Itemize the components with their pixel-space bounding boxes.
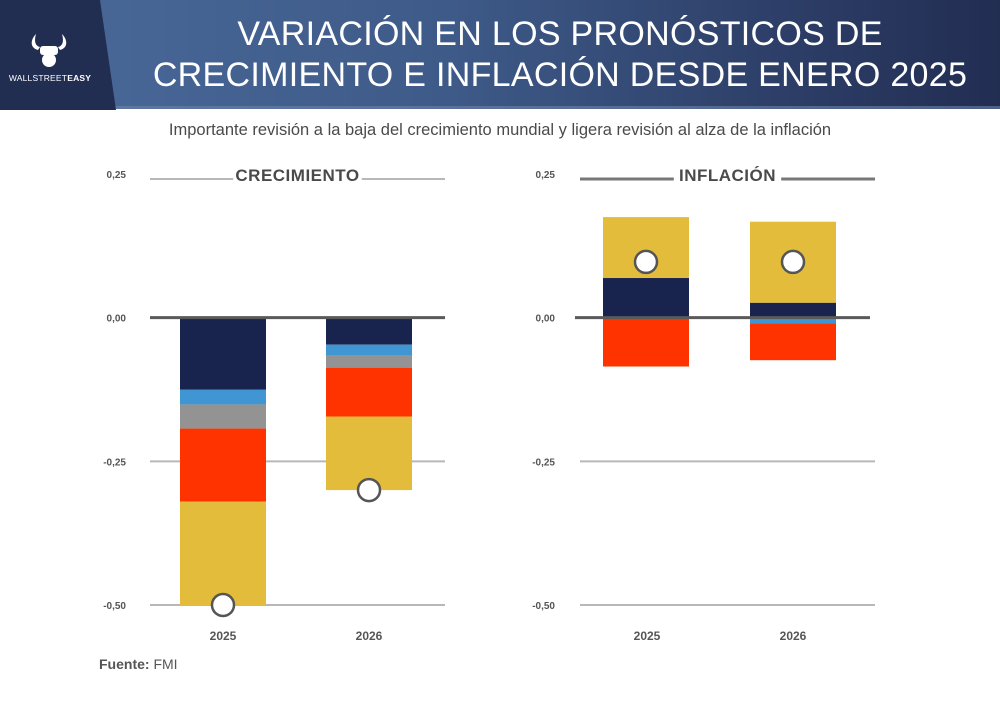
bar-segment-navy-segment-2026 bbox=[750, 302, 836, 318]
bar-segment-red-segment-2025 bbox=[603, 317, 689, 367]
bar-segment-blue-segment-2026 bbox=[326, 344, 412, 356]
bar-segment-yellow-segment-2026 bbox=[326, 416, 412, 491]
y-tick-label: 0,00 bbox=[536, 314, 556, 325]
y-tick-label: -0,50 bbox=[532, 601, 555, 612]
y-tick-label: 0,00 bbox=[107, 314, 127, 325]
x-tick-label: 2026 bbox=[780, 629, 807, 643]
y-tick-label: -0,25 bbox=[103, 457, 126, 468]
total-marker-2025 bbox=[633, 249, 659, 275]
logo-text: WALLSTREETEASY bbox=[0, 73, 100, 83]
chart-inflacion: 0,25 0,00 -0,25 -0,50 INFLACIÓN 2025 2026 bbox=[532, 166, 875, 643]
bar-segment-yellow-segment-2025 bbox=[180, 501, 266, 605]
bar-segment-navy-segment-2025 bbox=[603, 278, 689, 318]
title-line-1: VARIACIÓN EN LOS PRONÓSTICOS DE bbox=[237, 15, 883, 53]
total-marker-2026 bbox=[780, 249, 806, 275]
page-title: VARIACIÓN EN LOS PRONÓSTICOS DE CRECIMIE… bbox=[120, 14, 1000, 96]
source-note: Fuente: FMI bbox=[99, 656, 178, 672]
bar-segment-gray-segment-2026 bbox=[326, 355, 412, 368]
y-tick-label: -0,25 bbox=[532, 457, 555, 468]
bar-segment-blue-segment-2025 bbox=[180, 389, 266, 405]
chart-title: INFLACIÓN bbox=[679, 166, 776, 185]
logo-panel bbox=[0, 0, 116, 110]
bar-segment-red-segment-2025 bbox=[180, 428, 266, 502]
header-banner bbox=[0, 0, 1000, 109]
header-divider bbox=[0, 106, 1000, 109]
y-tick-label: -0,50 bbox=[103, 601, 126, 612]
x-tick-label: 2025 bbox=[634, 629, 661, 643]
chart-crecimiento: 0,25 0,00 -0,25 -0,50 CRECIMIENTO 2025 2026 bbox=[103, 166, 445, 643]
y-tick-label: 0,25 bbox=[107, 170, 127, 181]
bull-fist-icon bbox=[31, 34, 67, 67]
source-label: Fuente: bbox=[99, 656, 150, 672]
bar-segment-red-segment-2026 bbox=[750, 323, 836, 361]
total-marker-2025 bbox=[210, 592, 236, 618]
chart-title: CRECIMIENTO bbox=[235, 166, 359, 185]
logo: WALLSTREETEASY bbox=[0, 0, 120, 110]
total-marker-2026 bbox=[356, 477, 382, 503]
bar-segment-blue-segment-2026 bbox=[750, 317, 836, 324]
x-tick-label: 2025 bbox=[210, 629, 237, 643]
bar-segment-gray-segment-2025 bbox=[180, 404, 266, 429]
logo-background bbox=[0, 0, 116, 110]
y-tick-label: 0,25 bbox=[536, 170, 556, 181]
bar-segment-red-segment-2026 bbox=[326, 367, 412, 417]
title-line-2: CRECIMIENTO E INFLACIÓN DESDE ENERO 2025 bbox=[152, 56, 968, 94]
logo-text-bold: EASY bbox=[67, 73, 92, 83]
bar-segment-navy-segment-2026 bbox=[326, 317, 412, 345]
source-value: FMI bbox=[153, 656, 178, 672]
subtitle: Importante revisión a la baja del crecim… bbox=[168, 121, 832, 139]
logo-text-regular: WALLSTREET bbox=[8, 73, 68, 83]
bar-segment-navy-segment-2025 bbox=[180, 317, 266, 390]
x-tick-label: 2026 bbox=[356, 629, 383, 643]
